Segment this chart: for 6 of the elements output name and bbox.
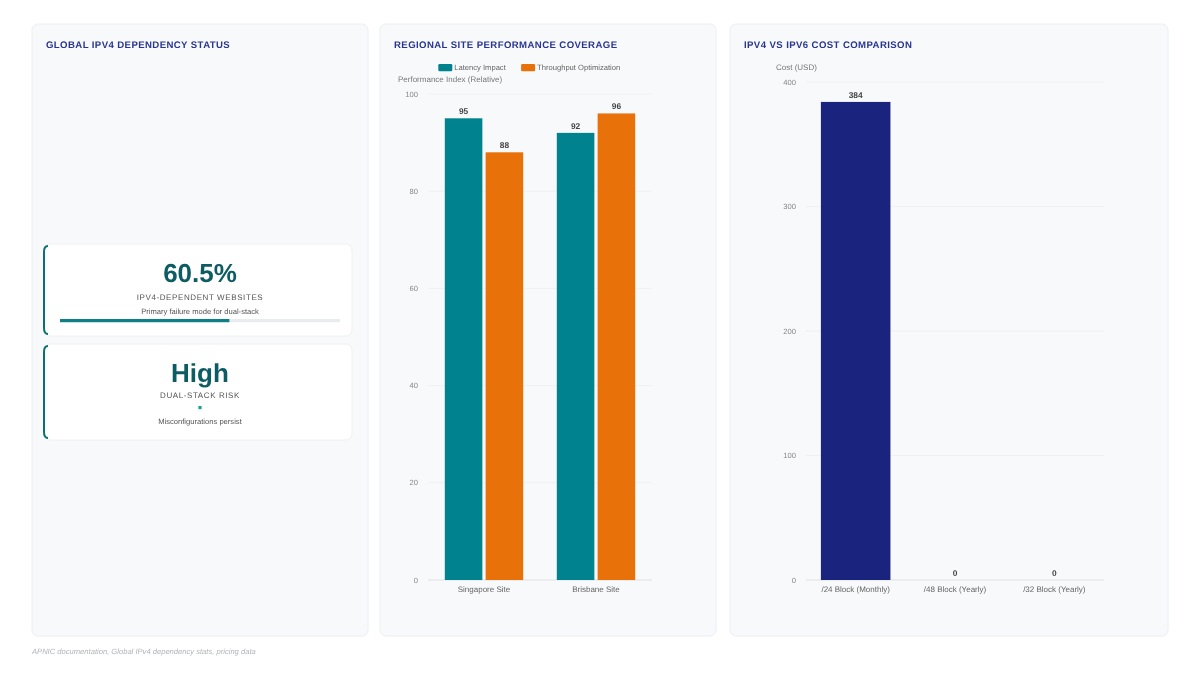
text: High [171,358,229,388]
bar [444,118,483,580]
bar [485,152,524,580]
bar [597,113,636,580]
bar [556,132,595,580]
text: 60.5% [163,258,238,288]
